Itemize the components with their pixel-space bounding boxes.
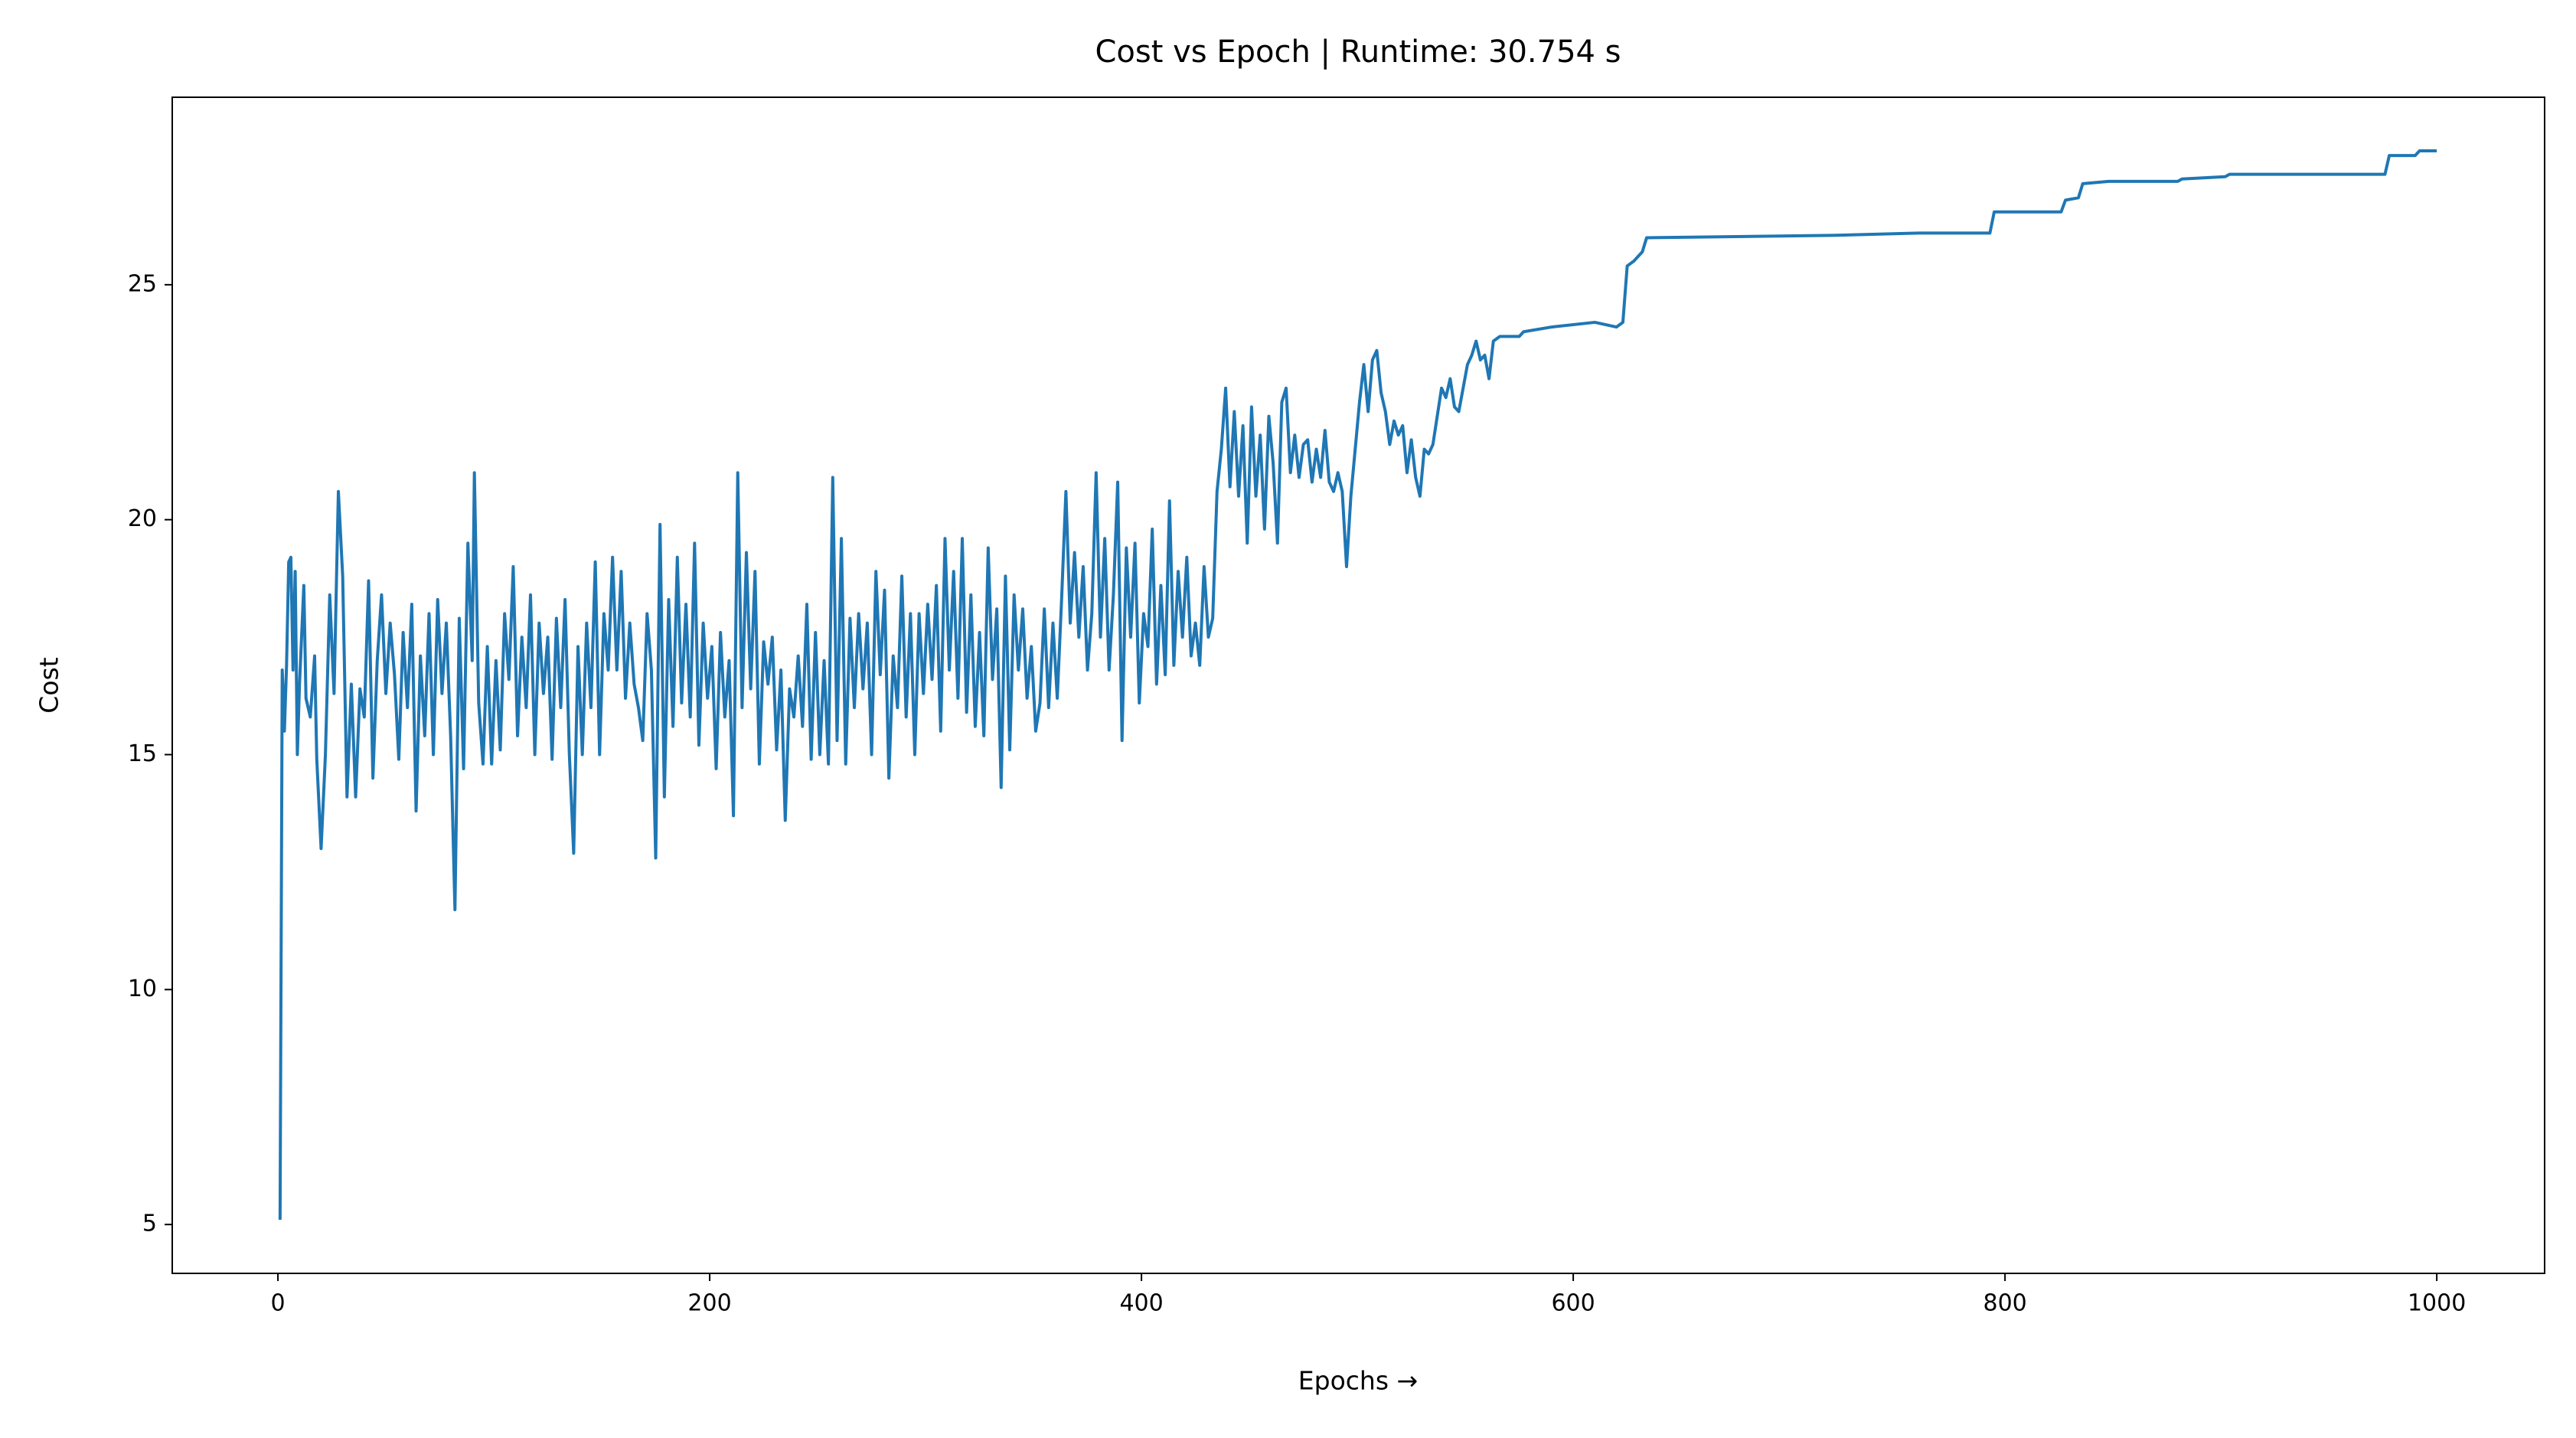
x-tick-label: 400 <box>1119 1290 1163 1317</box>
chart-title: Cost vs Epoch | Runtime: 30.754 s <box>1095 34 1621 70</box>
x-tick-label: 200 <box>687 1290 731 1317</box>
y-tick-label: 20 <box>128 505 157 532</box>
data-line <box>278 149 2437 1221</box>
y-tick-label: 25 <box>128 270 157 297</box>
y-tick-label: 15 <box>128 740 157 767</box>
x-tick-label: 0 <box>270 1290 285 1317</box>
y-tick-label: 5 <box>142 1211 157 1237</box>
x-axis-label: Epochs → <box>1298 1366 1418 1396</box>
x-tick-label: 1000 <box>2408 1290 2466 1317</box>
y-tick-label: 10 <box>128 976 157 1002</box>
y-axis-label: Cost <box>34 657 64 713</box>
x-tick-label: 600 <box>1551 1290 1595 1317</box>
plot-frame <box>171 96 2545 1274</box>
x-tick-label: 800 <box>1983 1290 2026 1317</box>
